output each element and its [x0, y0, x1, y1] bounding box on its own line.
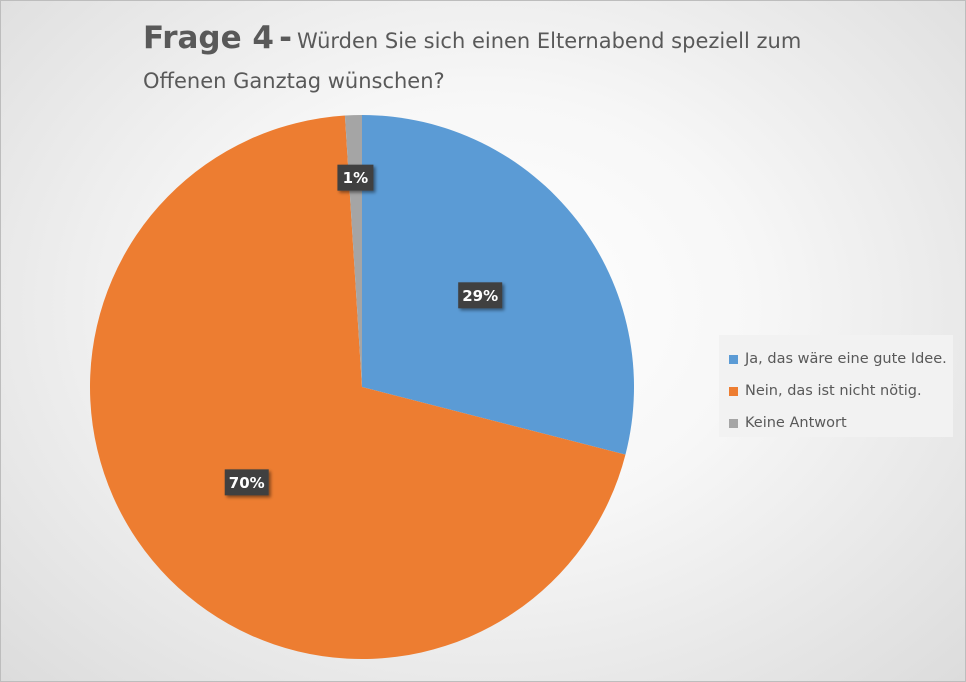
legend-label: Nein, das ist nicht nötig.: [745, 383, 922, 399]
pie-data-labels: 29% 70% 1%: [224, 164, 503, 496]
legend-item: Keine Antwort: [729, 407, 953, 439]
legend-swatch: [729, 354, 738, 364]
pie-slice: [89, 115, 626, 659]
legend-label: Ja, das wäre eine gute Idee.: [745, 351, 947, 367]
data-label: 1%: [337, 164, 374, 191]
chart-title-main: Frage 4: [143, 20, 274, 56]
pie-slices: [89, 115, 634, 659]
data-label-text: 70%: [229, 474, 265, 492]
data-label-box: [458, 282, 503, 309]
data-label-box: [224, 469, 269, 496]
legend-label: Keine Antwort: [745, 415, 847, 431]
chart-title: Frage 4 - Würden Sie sich einen Elternab…: [143, 19, 883, 102]
legend-swatch: [729, 418, 738, 428]
legend-item: Nein, das ist nicht nötig.: [729, 375, 953, 407]
legend-swatch: [729, 386, 738, 396]
data-label-box: [337, 164, 374, 191]
data-label-text: 29%: [462, 287, 498, 305]
chart-legend: Ja, das wäre eine gute Idee. Nein, das is…: [719, 335, 953, 437]
data-label-text: 1%: [343, 169, 368, 187]
legend-item: Ja, das wäre eine gute Idee.: [729, 343, 953, 375]
data-label: 29%: [458, 282, 503, 309]
data-label: 70%: [224, 469, 269, 496]
chart-title-dash: -: [279, 20, 292, 56]
chart-title-question: Würden Sie sich einen Elternabend spezie…: [143, 29, 802, 93]
